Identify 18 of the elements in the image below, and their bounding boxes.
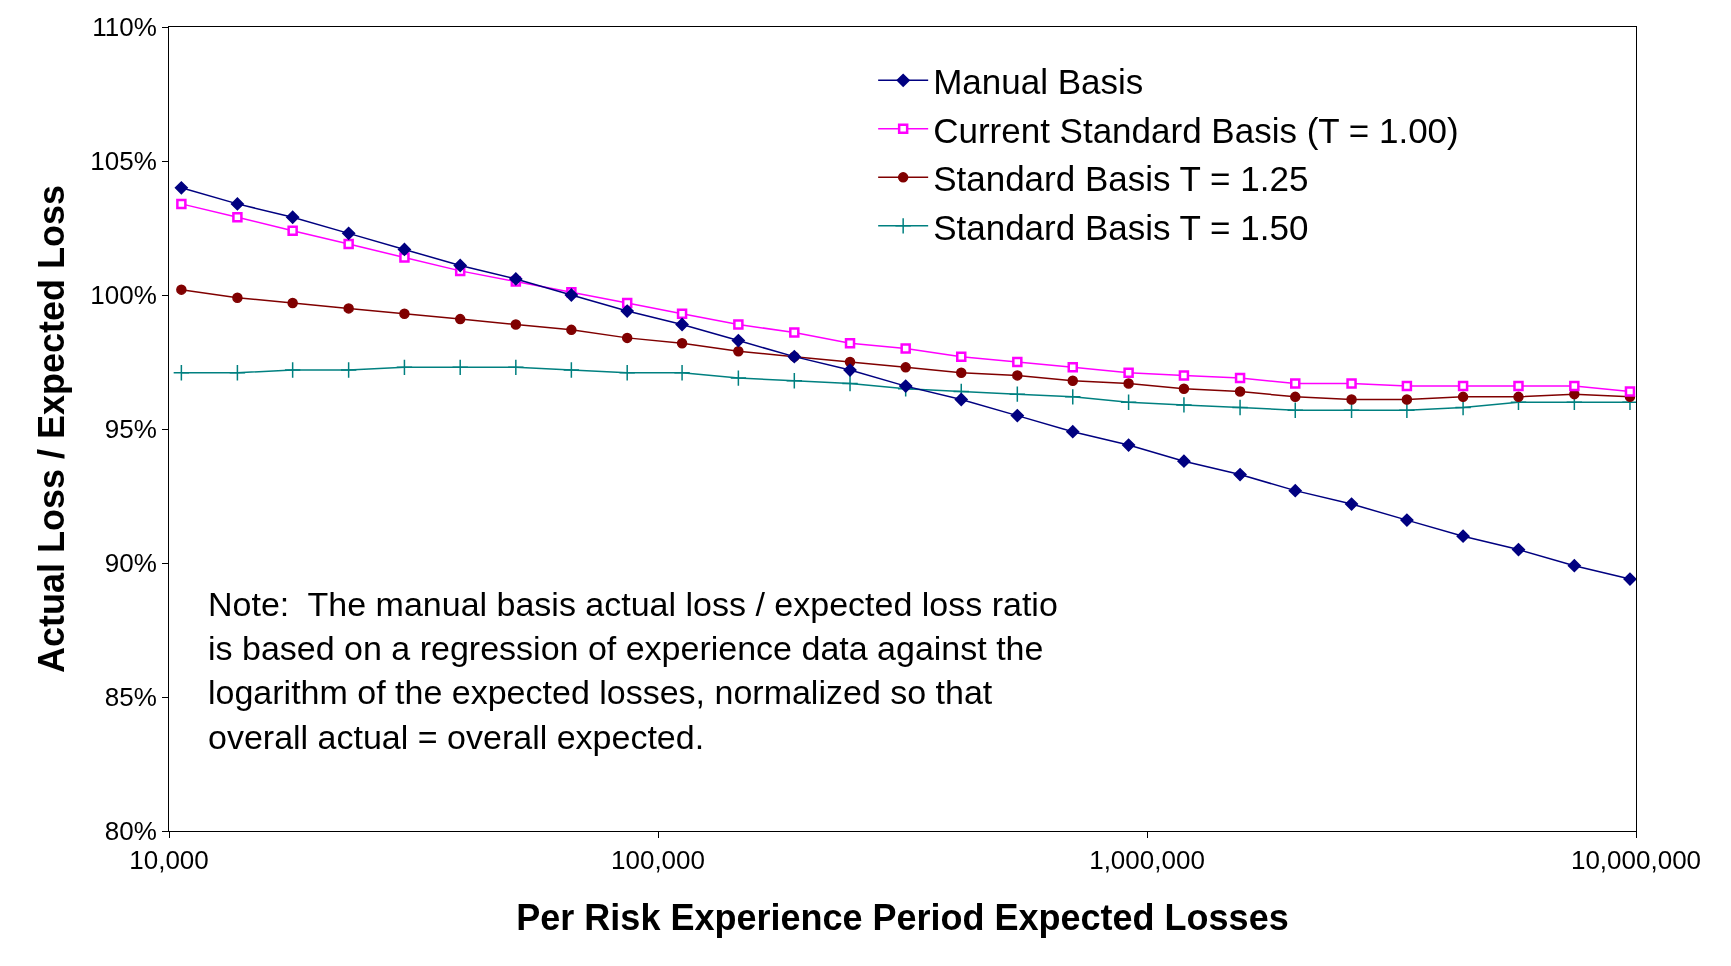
legend-label: Manual Basis xyxy=(933,62,1144,102)
x-axis-title: Per Risk Experience Period Expected Losses xyxy=(516,896,1289,938)
legend-label: Standard Basis T = 1.25 xyxy=(933,159,1309,199)
y-tick-label: 85% xyxy=(104,682,157,713)
legend-label: Current Standard Basis (T = 1.00) xyxy=(933,110,1459,150)
x-tick-label: 10,000,000 xyxy=(1570,845,1702,876)
y-tick-label: 110% xyxy=(92,12,157,43)
legend-label: Standard Basis T = 1.50 xyxy=(933,207,1309,247)
y-tick-label: 95% xyxy=(104,414,157,445)
y-axis-title: Actual Loss / Expected Loss xyxy=(31,184,73,674)
y-tick-label: 90% xyxy=(104,548,157,579)
y-tick-label: 80% xyxy=(104,816,157,847)
x-tick-label: 100,000 xyxy=(611,845,705,876)
y-tick-label: 100% xyxy=(90,280,157,311)
y-tick-label: 105% xyxy=(90,146,157,177)
x-tick-label: 10,000 xyxy=(129,845,209,876)
x-tick-label: 1,000,000 xyxy=(1089,845,1205,876)
annotation: Note: The manual basis actual loss / expected loss ratio is based on a regression of experience data against the logarithm of the expected losses, normalized so that overall actual = overall expected. xyxy=(208,585,1058,756)
